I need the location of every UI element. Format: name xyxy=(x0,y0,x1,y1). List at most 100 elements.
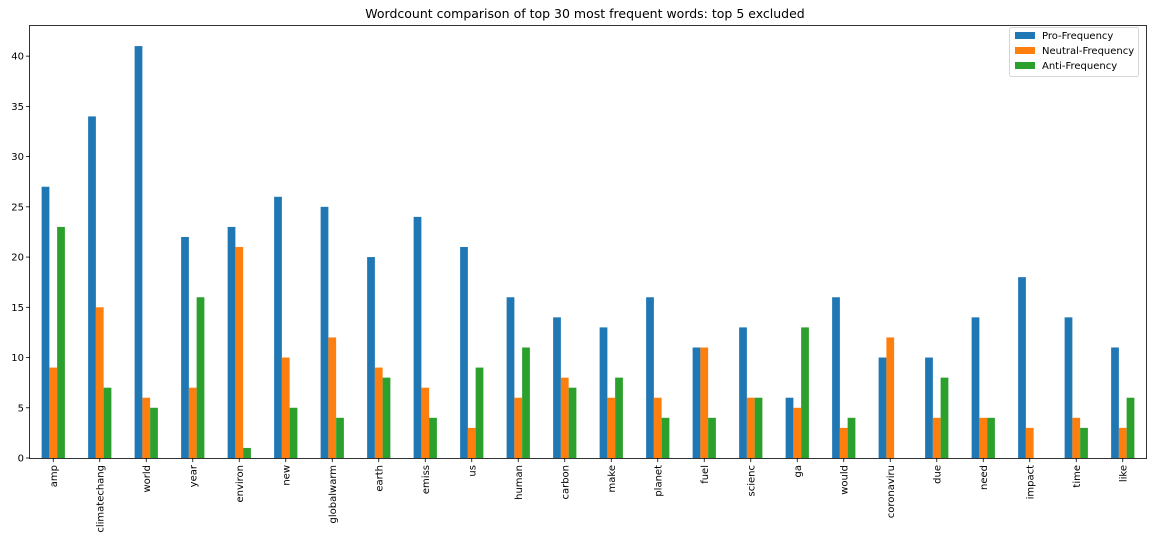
legend-swatch xyxy=(1015,32,1035,39)
bar-pro-frequency-us xyxy=(460,247,468,458)
bar-pro-frequency-earth xyxy=(367,257,375,458)
x-tick-label: impact xyxy=(1025,465,1036,499)
bar-anti-frequency-emiss xyxy=(429,417,437,458)
bar-anti-frequency-ga xyxy=(801,327,809,458)
y-tick-label: 30 xyxy=(11,152,24,163)
chart-title: Wordcount comparison of top 30 most freq… xyxy=(365,6,804,21)
x-tick-label: amp xyxy=(49,465,60,487)
bar-anti-frequency-earth xyxy=(382,377,391,458)
bar-neutral-frequency-make xyxy=(607,397,616,458)
bar-pro-frequency-climatechang xyxy=(88,116,96,459)
x-tick-label: human xyxy=(514,465,525,500)
x-tick-label: us xyxy=(467,465,478,477)
bar-neutral-frequency-need xyxy=(979,417,988,458)
bar-anti-frequency-time xyxy=(1080,427,1088,458)
bar-neutral-frequency-would xyxy=(839,427,848,458)
plot-frame xyxy=(29,25,1147,459)
bar-pro-frequency-human xyxy=(506,297,515,458)
bar-neutral-frequency-time xyxy=(1072,417,1081,458)
bar-pro-frequency-new xyxy=(274,196,282,459)
y-tick-label: 15 xyxy=(11,303,24,314)
x-tick-label: scienc xyxy=(746,465,757,496)
legend-label: Anti-Frequency xyxy=(1042,61,1117,72)
bar-anti-frequency-world xyxy=(150,407,158,458)
legend-box xyxy=(1009,27,1139,77)
bar-pro-frequency-ga xyxy=(785,397,794,458)
bar-pro-frequency-emiss xyxy=(413,216,422,458)
y-axis: 0 5 10 15 20 25 30 35 40 xyxy=(11,52,30,465)
x-tick-label: new xyxy=(281,465,292,486)
bar-neutral-frequency-environ xyxy=(235,247,244,458)
bar-pro-frequency-make xyxy=(599,327,608,458)
bar-neutral-frequency-world xyxy=(142,397,151,458)
bar-pro-frequency-world xyxy=(134,46,143,459)
bar-anti-frequency-like xyxy=(1126,397,1135,458)
x-tick-label: year xyxy=(188,464,199,487)
bar-pro-frequency-like xyxy=(1111,347,1119,458)
bar-anti-frequency-climatechang xyxy=(103,387,112,458)
x-tick-label: due xyxy=(932,465,943,484)
y-tick-label: 35 xyxy=(11,102,24,113)
legend: Pro-Frequency Neutral-Frequency Anti-Frequ… xyxy=(1009,27,1139,77)
bar-neutral-frequency-carbon xyxy=(560,377,569,458)
y-tick-label: 5 xyxy=(18,403,24,414)
bar-anti-frequency-scienc xyxy=(754,397,763,458)
x-tick-label: environ xyxy=(235,465,246,503)
bar-anti-frequency-us xyxy=(475,367,484,458)
bar-neutral-frequency-impact xyxy=(1025,427,1034,458)
bar-neutral-frequency-climatechang xyxy=(95,307,104,458)
legend-swatch xyxy=(1015,62,1035,69)
x-axis: amp climatechang world year environ new global… xyxy=(49,458,1129,533)
bar-pro-frequency-need xyxy=(971,317,980,458)
bar-neutral-frequency-new xyxy=(281,357,290,458)
x-tick-label: like xyxy=(1118,465,1129,482)
bar-anti-frequency-environ xyxy=(243,447,251,458)
legend-swatch xyxy=(1015,47,1035,54)
bar-anti-frequency-would xyxy=(847,417,856,458)
bar-neutral-frequency-planet xyxy=(653,397,662,458)
x-tick-label: make xyxy=(607,465,618,492)
bar-pro-frequency-planet xyxy=(646,297,654,458)
bar-neutral-frequency-scienc xyxy=(746,397,755,458)
bar-neutral-frequency-coronaviru xyxy=(886,337,895,458)
x-tick-label: need xyxy=(979,465,990,490)
bars-layer xyxy=(41,46,1135,459)
bar-pro-frequency-environ xyxy=(227,226,236,458)
bar-pro-frequency-impact xyxy=(1018,277,1026,458)
bar-anti-frequency-globalwarm xyxy=(336,417,344,458)
bar-anti-frequency-amp xyxy=(57,226,65,458)
x-tick-label: climatechang xyxy=(95,465,106,533)
x-tick-label: ga xyxy=(793,465,804,477)
x-tick-label: carbon xyxy=(560,465,571,500)
x-tick-label: would xyxy=(839,465,850,495)
bar-neutral-frequency-due xyxy=(932,417,941,458)
y-tick-label: 25 xyxy=(11,202,24,213)
y-tick-label: 40 xyxy=(11,52,24,63)
bar-neutral-frequency-human xyxy=(514,397,523,458)
bar-anti-frequency-make xyxy=(615,377,623,458)
legend-label: Neutral-Frequency xyxy=(1042,46,1134,57)
y-tick-label: 20 xyxy=(11,253,24,264)
y-tick-label: 0 xyxy=(18,454,24,465)
bar-neutral-frequency-earth xyxy=(374,367,383,458)
bar-pro-frequency-globalwarm xyxy=(320,206,329,458)
bar-neutral-frequency-like xyxy=(1118,427,1127,458)
bar-neutral-frequency-emiss xyxy=(421,387,430,458)
bar-pro-frequency-time xyxy=(1064,317,1073,458)
x-tick-label: coronaviru xyxy=(886,465,897,518)
bar-pro-frequency-coronaviru xyxy=(878,357,887,458)
bar-anti-frequency-new xyxy=(289,407,298,458)
bar-pro-frequency-carbon xyxy=(553,317,561,458)
x-tick-label: globalwarm xyxy=(328,465,339,523)
x-tick-label: earth xyxy=(374,465,385,492)
bar-anti-frequency-need xyxy=(987,417,995,458)
bar-neutral-frequency-globalwarm xyxy=(328,337,337,458)
bar-pro-frequency-due xyxy=(925,357,933,458)
bar-pro-frequency-fuel xyxy=(692,347,701,458)
bar-pro-frequency-would xyxy=(832,297,840,458)
bar-neutral-frequency-us xyxy=(467,427,476,458)
bar-neutral-frequency-year xyxy=(188,387,197,458)
legend-label: Pro-Frequency xyxy=(1042,31,1113,42)
x-tick-label: emiss xyxy=(421,465,432,494)
